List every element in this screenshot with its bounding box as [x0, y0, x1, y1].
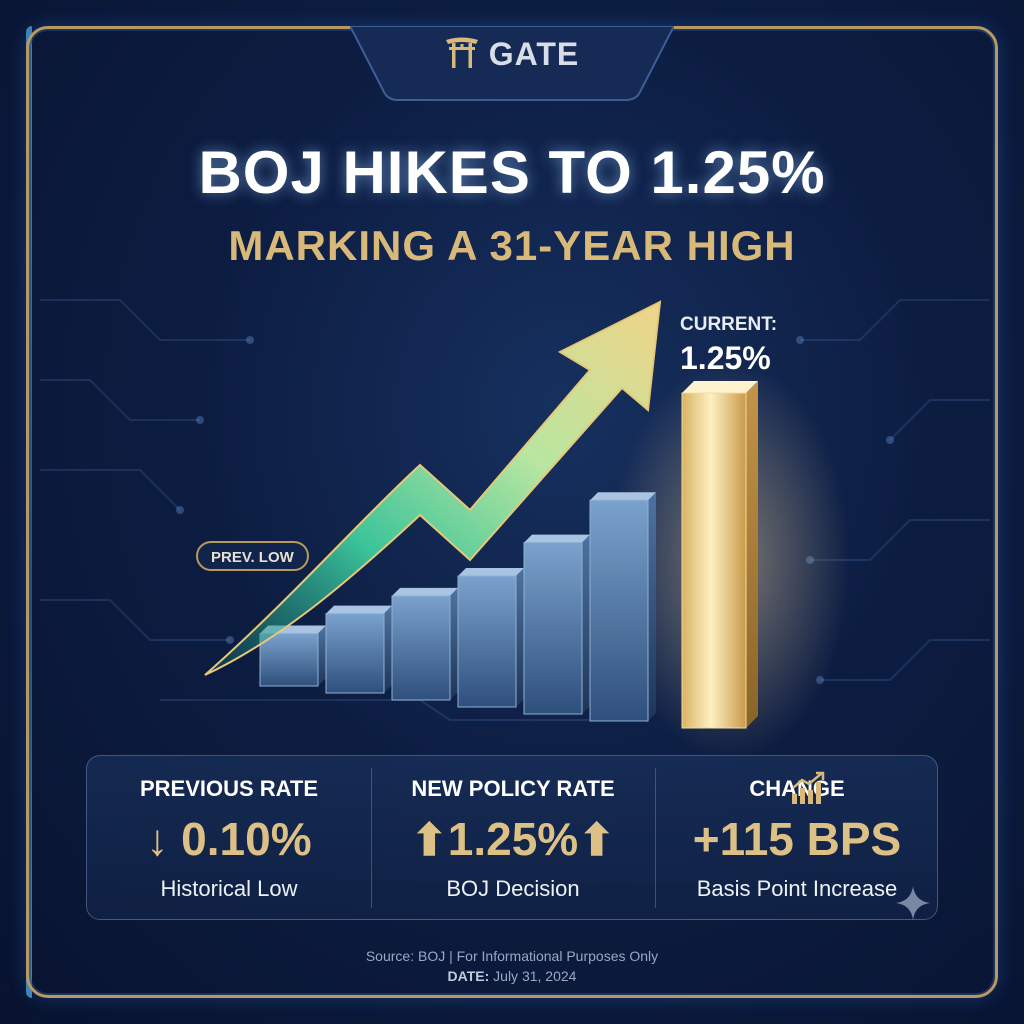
down-arrow-icon: ↓: [146, 816, 169, 865]
up-arrow-icon: ⬆: [578, 816, 616, 865]
footer-date-label: DATE:: [447, 968, 490, 984]
bar: [259, 625, 326, 687]
frame-glow: [26, 26, 32, 998]
bar: [391, 587, 458, 701]
headline: BOJ HIKES TO 1.25%: [198, 139, 826, 206]
footer-date: DATE: July 31, 2024: [0, 968, 1024, 984]
stat-divider: [371, 768, 372, 908]
bar-chart-up-icon: [790, 770, 830, 811]
stat-sub: Historical Low: [160, 876, 298, 901]
bar: [523, 534, 590, 715]
bar-current: [681, 381, 758, 729]
torii-gate-icon: [445, 36, 479, 73]
stat-label: NEW POLICY RATE: [411, 776, 615, 801]
current-value: 1.25%: [680, 340, 771, 376]
brand-name: GATE: [488, 36, 580, 72]
stat-divider: [655, 768, 656, 908]
prev-low-badge: PREV. LOW: [196, 541, 309, 571]
stat-new-policy-rate: NEW POLICY RATE ⬆1.25%⬆ BOJ Decision: [371, 756, 655, 921]
stat-value: +115 BPS: [692, 813, 902, 865]
brand-tab: [350, 26, 674, 101]
bar: [325, 605, 392, 694]
subheadline: MARKING A 31-YEAR HIGH: [228, 222, 796, 269]
stat-sub: Basis Point Increase: [696, 876, 898, 901]
footer-source: Source: BOJ | For Informational Purposes…: [365, 948, 659, 964]
trend-arrow: [204, 300, 662, 676]
stat-change: CHANGE +115 BPS Basis Point Increase: [655, 756, 939, 921]
up-arrow-icon: ⬆: [410, 816, 448, 865]
sparkle-icon: [894, 884, 932, 927]
footer-date-value: July 31, 2024: [493, 968, 577, 984]
stat-value: 0.10%: [181, 813, 312, 865]
brand: GATE: [0, 36, 1024, 73]
stats-panel: PREVIOUS RATE ↓ 0.10% Historical Low NEW…: [86, 755, 938, 920]
stat-previous-rate: PREVIOUS RATE ↓ 0.10% Historical Low: [87, 756, 371, 921]
stat-value: 1.25%: [447, 813, 579, 865]
stat-sub: BOJ Decision: [446, 876, 580, 901]
bar: [589, 492, 656, 722]
bar: [457, 567, 524, 708]
current-label: CURRENT:: [680, 314, 778, 335]
stat-label: PREVIOUS RATE: [139, 776, 319, 801]
